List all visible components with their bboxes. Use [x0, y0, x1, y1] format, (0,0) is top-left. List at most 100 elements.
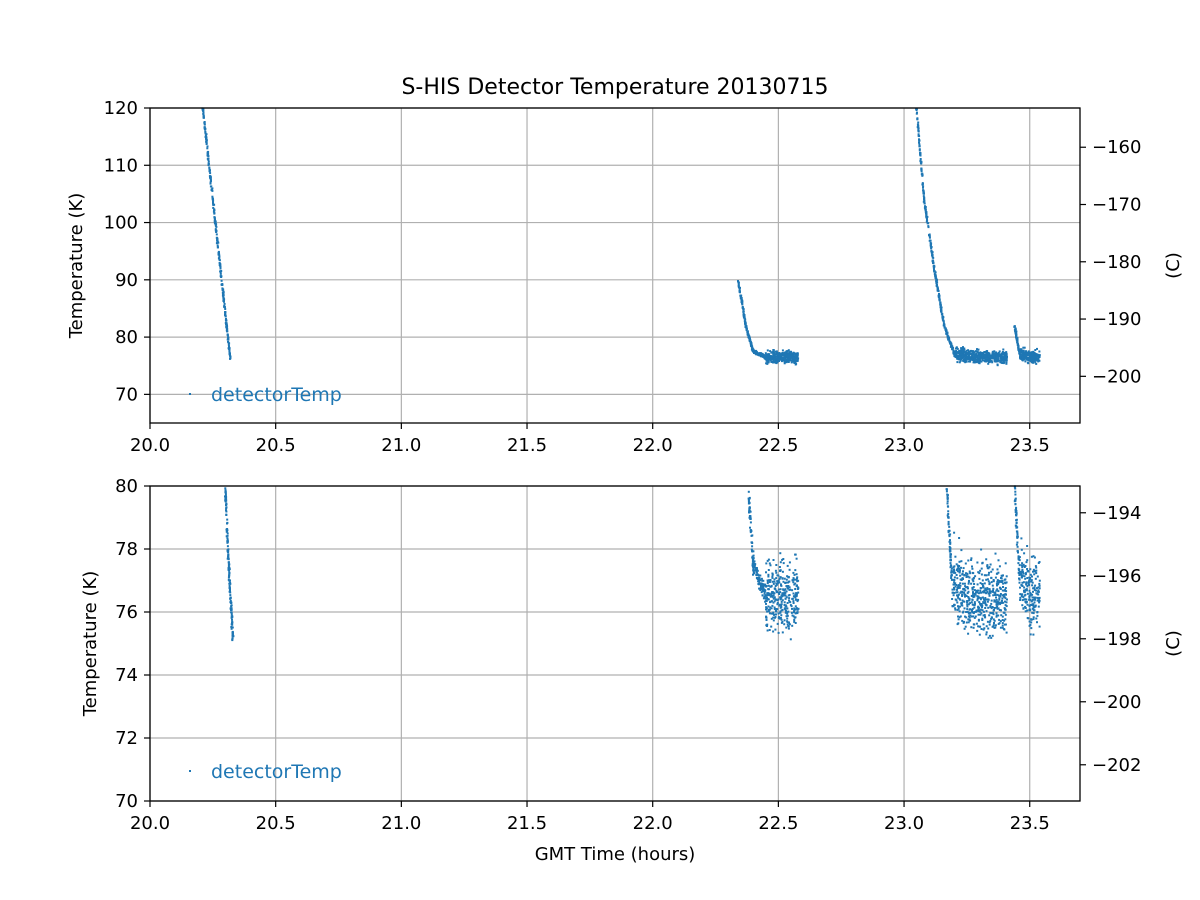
data-point: [981, 609, 984, 612]
data-point: [1024, 577, 1027, 580]
data-point: [1016, 536, 1019, 539]
data-point: [780, 352, 783, 355]
data-point: [918, 149, 921, 152]
data-point: [1005, 605, 1008, 608]
data-point: [1015, 337, 1018, 339]
data-point: [1034, 584, 1037, 587]
data-point: [990, 570, 993, 573]
plot-frame: [149, 485, 1081, 802]
data-point: [775, 582, 778, 585]
data-point: [770, 612, 773, 615]
data-point: [772, 361, 775, 364]
data-point: [957, 607, 960, 610]
data-point: [1018, 573, 1021, 576]
data-point: [216, 246, 219, 249]
data-point: [767, 609, 770, 612]
data-point: [973, 623, 976, 626]
data-point: [226, 537, 229, 540]
data-point: [1020, 572, 1023, 575]
data-point: [950, 345, 952, 348]
data-point: [773, 596, 776, 599]
data-point: [228, 568, 231, 571]
data-point: [229, 357, 231, 360]
data-point: [224, 494, 227, 497]
data-point: [997, 559, 1000, 562]
data-point: [968, 360, 970, 363]
data-point: [791, 597, 794, 600]
data-point: [228, 584, 231, 587]
data-point: [1032, 612, 1035, 615]
data-point: [952, 583, 955, 586]
data-point: [779, 561, 782, 564]
data-point: [989, 358, 992, 361]
data-point: [993, 591, 996, 594]
data-point: [919, 159, 922, 162]
data-point: [796, 600, 799, 603]
data-point: [947, 510, 950, 513]
data-point: [1029, 623, 1032, 626]
data-point: [917, 133, 920, 136]
data-point: [998, 609, 1001, 611]
data-point: [949, 559, 952, 562]
data-point: [976, 358, 979, 360]
data-point: [791, 352, 793, 355]
data-point: [959, 356, 962, 359]
data-point: [958, 570, 961, 573]
data-point: [934, 277, 937, 279]
data-point: [781, 592, 784, 595]
data-point: [958, 349, 961, 352]
data-point: [999, 356, 1002, 359]
data-point: [942, 316, 944, 318]
data-point: [751, 556, 754, 559]
y-tick-label: 80: [115, 476, 138, 497]
data-point: [964, 562, 967, 565]
data-point: [975, 353, 978, 355]
data-point: [992, 625, 995, 628]
data-point: [226, 541, 229, 544]
data-point: [227, 563, 230, 566]
data-point: [990, 636, 993, 639]
data-point: [1026, 577, 1029, 579]
data-point: [778, 593, 781, 595]
data-point: [752, 550, 755, 553]
data-point: [227, 347, 230, 350]
data-point: [760, 353, 763, 356]
x-tick-label: 20.5: [256, 435, 296, 456]
data-point: [973, 589, 976, 592]
data-point: [1001, 615, 1004, 618]
data-point: [924, 209, 927, 212]
data-point: [1023, 346, 1026, 349]
data-point: [930, 247, 933, 250]
data-point: [755, 570, 758, 573]
data-point: [931, 254, 934, 257]
data-point: [747, 499, 750, 502]
data-point: [780, 609, 783, 612]
data-point: [214, 221, 217, 224]
data-point: [925, 214, 928, 217]
data-point: [980, 604, 982, 607]
data-point: [767, 588, 770, 591]
data-point: [976, 595, 979, 598]
data-point: [785, 578, 788, 581]
data-point: [226, 540, 229, 543]
data-point: [993, 356, 996, 359]
data-point: [963, 600, 966, 603]
data-point: [995, 589, 998, 592]
data-point: [1031, 360, 1034, 363]
data-point: [772, 359, 775, 362]
data-point: [795, 585, 798, 588]
data-point: [971, 567, 974, 570]
data-point: [770, 600, 773, 603]
data-point: [949, 342, 952, 345]
data-point: [1031, 575, 1033, 578]
data-point: [996, 568, 999, 571]
data-point: [795, 557, 798, 560]
data-point: [747, 497, 750, 500]
data-point: [772, 619, 775, 622]
data-point: [977, 589, 979, 592]
data-point: [1019, 355, 1022, 357]
data-point: [226, 518, 229, 521]
data-point: [1016, 535, 1019, 538]
data-point: [1022, 563, 1025, 566]
data-point: [218, 255, 221, 258]
